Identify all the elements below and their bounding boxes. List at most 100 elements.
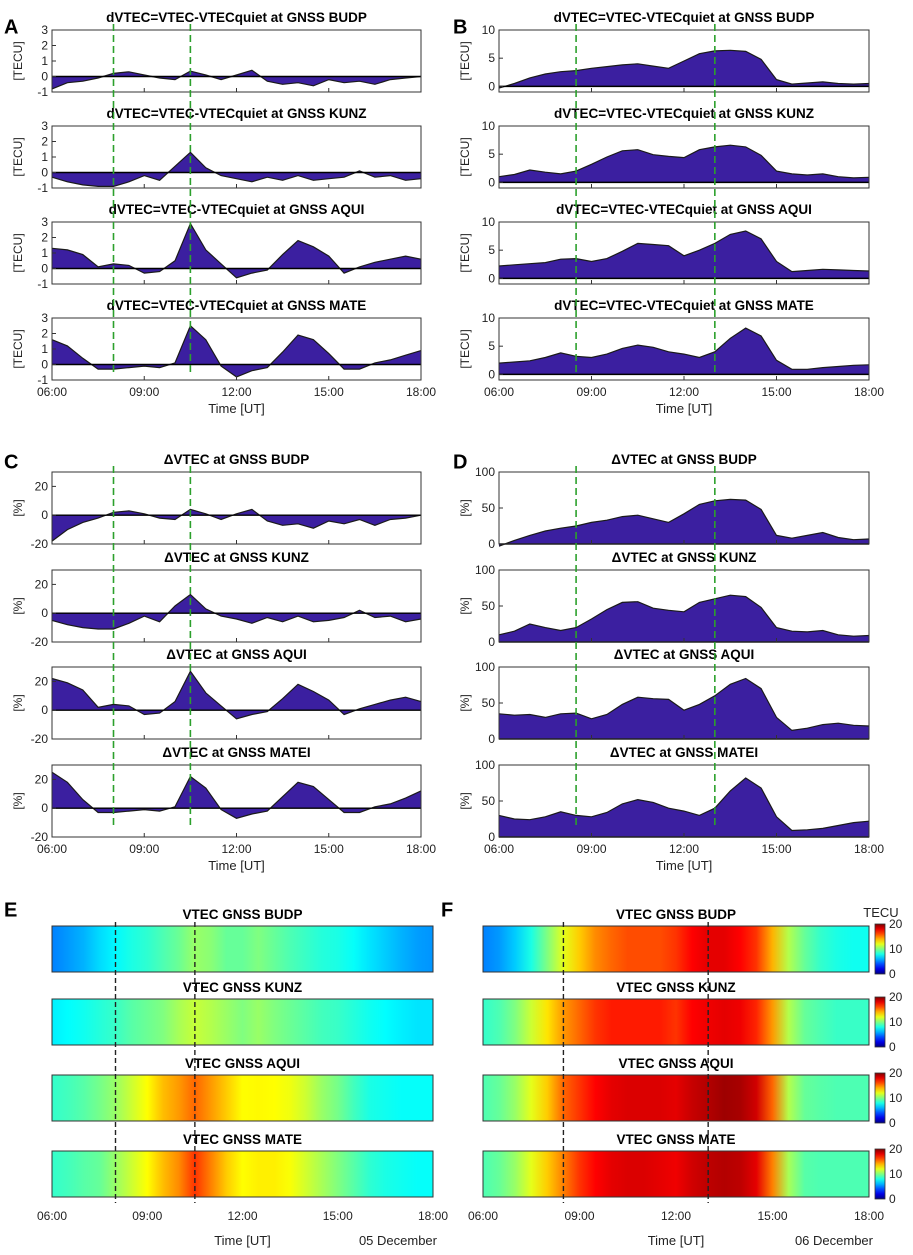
colorbar-tick-label: 20 xyxy=(889,1142,903,1156)
x-tick-label: 18:00 xyxy=(418,1209,448,1223)
y-axis-label: [TECU] xyxy=(458,41,472,80)
heatmap-strip xyxy=(51,925,434,973)
y-tick-label: -20 xyxy=(31,635,49,649)
series-line xyxy=(498,677,870,732)
y-tick-label: 5 xyxy=(488,51,495,65)
series-line xyxy=(51,151,422,187)
y-axis-label: [TECU] xyxy=(458,329,472,368)
heatmap-title: VTEC GNSS AQUI xyxy=(185,1056,300,1071)
series-line xyxy=(498,327,870,370)
colorbar-tick-label: 20 xyxy=(889,990,903,1004)
y-axis-label: [%] xyxy=(458,694,472,711)
series-area xyxy=(499,231,869,279)
subplot-title: dVTEC=VTEC-VTECquiet at GNSS MATE xyxy=(107,298,367,313)
y-tick-label: 3 xyxy=(41,311,48,325)
colorbar-tick-label: 0 xyxy=(889,1116,896,1130)
series-area xyxy=(499,499,869,547)
series-area xyxy=(499,595,869,642)
subplot-title: ΔVTEC at GNSS BUDP xyxy=(164,452,309,467)
x-tick-label: 09:00 xyxy=(132,1209,162,1223)
series-area xyxy=(499,50,869,89)
x-tick-label: 15:00 xyxy=(757,1209,787,1223)
subplot-title: dVTEC=VTEC-VTECquiet at GNSS AQUI xyxy=(556,202,812,217)
x-tick-label: 09:00 xyxy=(129,842,159,856)
y-tick-label: 50 xyxy=(482,794,496,808)
y-tick-label: 1 xyxy=(41,342,48,356)
y-tick-label: -20 xyxy=(31,830,49,844)
y-axis-label: [%] xyxy=(458,792,472,809)
y-tick-label: 5 xyxy=(488,147,495,161)
x-axis-label: Time [UT] xyxy=(656,401,713,416)
y-tick-label: 0 xyxy=(41,508,48,522)
colorbar-tick-label: 20 xyxy=(889,917,903,931)
x-tick-label: 06:00 xyxy=(37,385,67,399)
x-tick-label: 15:00 xyxy=(314,385,344,399)
heatmap-strip xyxy=(482,1150,870,1198)
panel-letter-b: B xyxy=(453,17,467,39)
series-area xyxy=(52,772,421,819)
colorbar xyxy=(874,1072,886,1124)
colorbar-tick-label: 0 xyxy=(889,967,896,981)
y-tick-label: 0 xyxy=(41,262,48,276)
subplot-title: ΔVTEC at GNSS BUDP xyxy=(611,452,756,467)
x-tick-label: 09:00 xyxy=(564,1209,594,1223)
y-tick-label: -20 xyxy=(31,537,49,551)
y-tick-label: -1 xyxy=(37,277,48,291)
y-tick-label: -20 xyxy=(31,732,49,746)
axes-box xyxy=(51,471,422,545)
y-tick-label: 3 xyxy=(41,215,48,229)
y-tick-label: 50 xyxy=(482,501,496,515)
subplot-title: ΔVTEC at GNSS AQUI xyxy=(166,647,306,662)
x-tick-label: 06:00 xyxy=(484,385,514,399)
heatmap-strip xyxy=(482,925,870,973)
subplot-title: dVTEC=VTEC-VTECquiet at GNSS AQUI xyxy=(109,202,365,217)
series-line xyxy=(498,498,870,547)
x-axis-label: Time [UT] xyxy=(208,858,265,873)
y-tick-label: 0 xyxy=(488,635,495,649)
series-area xyxy=(52,223,421,278)
heatmap-strip xyxy=(482,1074,870,1122)
date-label: 06 December xyxy=(795,1233,874,1248)
subplot-title: dVTEC=VTEC-VTECquiet at GNSS BUDP xyxy=(106,10,367,25)
colorbar xyxy=(874,996,886,1048)
series-area xyxy=(52,70,421,89)
x-tick-label: 12:00 xyxy=(669,842,699,856)
subplot-title: ΔVTEC at GNSS AQUI xyxy=(614,647,754,662)
series-area xyxy=(52,152,421,187)
y-tick-label: 10 xyxy=(482,119,496,133)
y-axis-label: [TECU] xyxy=(11,329,25,368)
y-tick-label: 2 xyxy=(41,39,48,53)
y-axis-label: [%] xyxy=(11,597,25,614)
y-axis-label: [TECU] xyxy=(11,233,25,272)
subplot-title: ΔVTEC at GNSS KUNZ xyxy=(164,550,309,565)
series-area xyxy=(499,678,869,739)
x-tick-label: 06:00 xyxy=(37,842,67,856)
series-line xyxy=(498,777,870,832)
y-tick-label: 10 xyxy=(482,311,496,325)
x-axis-label: Time [UT] xyxy=(648,1233,705,1248)
heatmap-strip xyxy=(482,998,870,1046)
x-tick-label: 15:00 xyxy=(314,842,344,856)
panel-letter-d: D xyxy=(453,452,467,474)
y-axis-label: [TECU] xyxy=(458,137,472,176)
y-tick-label: 20 xyxy=(35,772,49,786)
subplot-title: ΔVTEC at GNSS KUNZ xyxy=(612,550,757,565)
x-tick-label: 06:00 xyxy=(37,1209,67,1223)
subplot-title: dVTEC=VTEC-VTECquiet at GNSS KUNZ xyxy=(107,106,367,121)
y-tick-label: 0 xyxy=(488,271,495,285)
y-tick-label: 10 xyxy=(482,23,496,37)
x-tick-label: 12:00 xyxy=(227,1209,257,1223)
y-tick-label: 20 xyxy=(35,674,49,688)
x-tick-label: 15:00 xyxy=(761,842,791,856)
y-tick-label: 20 xyxy=(35,577,49,591)
subplot-title: ΔVTEC at GNSS MATEI xyxy=(162,745,310,760)
heatmap-title: VTEC GNSS AQUI xyxy=(618,1056,733,1071)
y-axis-label: [TECU] xyxy=(458,233,472,272)
y-tick-label: 0 xyxy=(488,732,495,746)
colorbar-title: TECU xyxy=(863,905,898,920)
x-tick-label: 06:00 xyxy=(468,1209,498,1223)
y-tick-label: 0 xyxy=(41,801,48,815)
y-tick-label: 100 xyxy=(475,563,495,577)
y-tick-label: 5 xyxy=(488,339,495,353)
